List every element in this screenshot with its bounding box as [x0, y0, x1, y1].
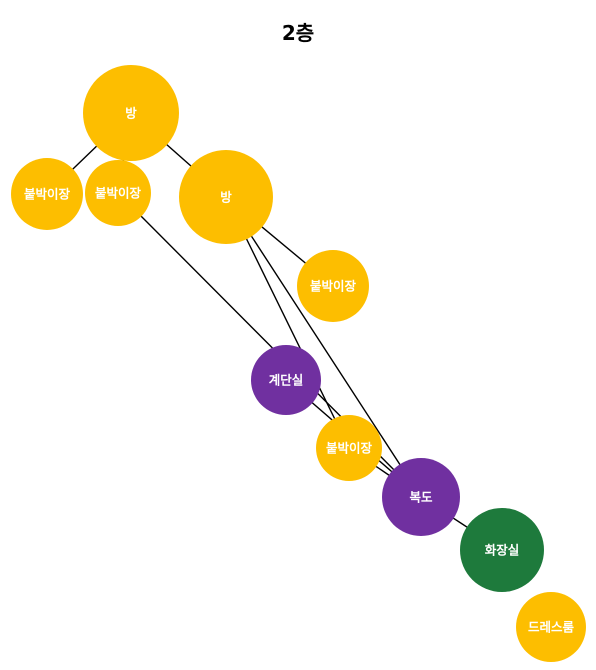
node-circle-closet_lower — [316, 415, 382, 481]
node-label-closet_left: 붙박이장 — [24, 187, 71, 202]
node-bang_2: 방 — [179, 150, 273, 244]
node-bang_1: 방 — [83, 65, 179, 161]
node-label-bathroom: 화장실 — [485, 543, 520, 558]
node-dressroom: 드레스룸 — [516, 592, 586, 662]
node-label-dressroom: 드레스룸 — [528, 620, 575, 635]
node-label-corridor: 복도 — [409, 490, 433, 505]
node-circle-bang_2 — [179, 150, 273, 244]
node-closet_right: 붙박이장 — [297, 250, 369, 322]
node-circle-corridor — [382, 458, 460, 536]
node-circle-dressroom — [516, 592, 586, 662]
node-bathroom: 화장실 — [460, 508, 544, 592]
node-label-closet_mid: 붙박이장 — [95, 186, 142, 201]
node-corridor: 복도 — [382, 458, 460, 536]
diagram-title: 2층 — [282, 21, 314, 45]
node-label-closet_lower: 붙박이장 — [326, 441, 373, 456]
node-label-closet_right: 붙박이장 — [310, 279, 357, 294]
edge-bang_2-corridor — [225, 196, 422, 498]
node-circle-closet_mid — [85, 160, 151, 226]
node-circle-bang_1 — [83, 65, 179, 161]
node-label-stairs: 계단실 — [269, 373, 304, 388]
node-circle-closet_right — [297, 250, 369, 322]
node-closet_mid: 붙박이장 — [85, 160, 151, 226]
node-closet_lower: 붙박이장 — [316, 415, 382, 481]
node-stairs: 계단실 — [251, 345, 321, 415]
node-circle-closet_left — [11, 158, 83, 230]
node-circle-stairs — [251, 345, 321, 415]
node-circle-bathroom — [460, 508, 544, 592]
node-closet_left: 붙박이장 — [11, 158, 83, 230]
node-label-bang_2: 방 — [220, 190, 232, 205]
node-label-bang_1: 방 — [125, 106, 137, 121]
